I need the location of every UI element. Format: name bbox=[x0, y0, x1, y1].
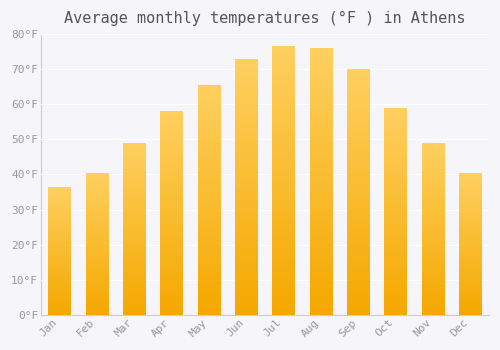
Title: Average monthly temperatures (°F ) in Athens: Average monthly temperatures (°F ) in At… bbox=[64, 11, 466, 26]
